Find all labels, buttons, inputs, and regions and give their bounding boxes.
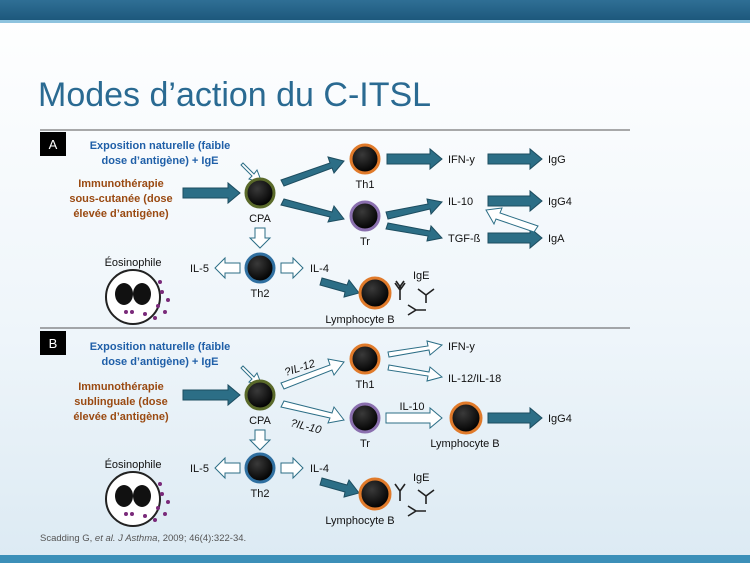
panel-a-letter: A	[49, 137, 58, 152]
panel-b-antibody-icons	[394, 483, 435, 517]
panel-b-th2-il5-arrow	[214, 456, 241, 480]
panel-a-therapy-line3: élevée d’antigène)	[73, 208, 169, 220]
panel-b-th1-label: Th1	[356, 379, 375, 391]
bottom-banner	[0, 555, 750, 563]
citation-authors: Scadding G,	[40, 533, 95, 544]
panel-b-cpa-cell	[244, 379, 276, 411]
panel-a-th2-label: Th2	[251, 288, 270, 300]
panel-b-th2-cell	[244, 452, 276, 484]
panel-a-cpa-th1-arrow	[280, 156, 345, 187]
panel-a-exposure-line2: dose d’antigène) + IgE	[101, 155, 218, 167]
panel-a-exposure-line1: Exposition naturelle (faible	[90, 140, 231, 152]
panel-a-ifn-label: IFN-y	[448, 154, 475, 166]
panel-b-badge	[40, 331, 66, 355]
panel-b-eosinophile-label: Éosinophile	[105, 458, 162, 471]
panel-a-tr-label: Tr	[360, 236, 370, 248]
panel-b-tr-bcell-arrow	[385, 406, 443, 430]
panel-a-igg4-label: IgG4	[548, 196, 572, 208]
panel-b-th2-label: Th2	[251, 488, 270, 500]
panel-b-eosinophile-granules	[124, 482, 170, 522]
panel-a-cpa-cell	[244, 177, 276, 209]
panel-b-il10-label: IL-10	[399, 401, 424, 413]
panel-b-bcell-label: Lymphocyte B	[325, 515, 394, 527]
citation: Scadding G, et al. J Asthma, 2009; 46(4)…	[40, 533, 246, 544]
citation-journal: J Asthma	[115, 533, 158, 544]
panel-b-eosinophile-nucleus	[115, 485, 151, 507]
panel-b-ifn-label: IFN-y	[448, 341, 475, 353]
panel-a-eosinophile-label: Éosinophile	[105, 256, 162, 269]
panel-a-th1-cell	[349, 143, 381, 175]
panel-a-eosinophile-nucleus	[115, 283, 151, 305]
panel-a-cpa-label: CPA	[249, 213, 271, 225]
panel-a-th2-cell	[244, 252, 276, 284]
panel-b-cpa-label: CPA	[249, 415, 271, 427]
panel-b-eosinophile-cell	[105, 471, 161, 527]
panel-a-th1-ifn-arrow	[386, 147, 443, 171]
panel-b-igg4-label: IgG4	[548, 413, 572, 425]
panel-a-antibody-icons	[394, 280, 435, 316]
panel-a-cpa-th2-arrow	[248, 227, 272, 249]
panel-b-th1-il12-arrow	[387, 364, 444, 382]
panel-a-tr-tgf-arrow	[385, 222, 443, 242]
panel-a-cpa-tr-arrow	[280, 198, 345, 223]
top-banner	[0, 0, 750, 20]
panel-b-bcell	[358, 477, 392, 511]
citation-etal: et al.	[94, 533, 116, 544]
panel-b-il4-label: IL-4	[310, 463, 329, 475]
top-banner-stripe	[0, 20, 750, 23]
panel-b-th2-il4-arrow	[280, 456, 304, 480]
panel-a-eosinophile-cell	[105, 269, 161, 325]
panel-b-th1-cell	[349, 343, 381, 375]
panel-a-ifn-igg-arrow	[487, 147, 543, 171]
citation-rest: , 2009; 46(4):322-34.	[157, 533, 247, 544]
panel-b-il10q-label: ?IL-10	[289, 417, 323, 436]
panel-a-iga-label: IgA	[548, 233, 565, 245]
panel-b-tr-cell	[349, 402, 381, 434]
panel-a-th2-il4-arrow	[280, 256, 304, 280]
panel-b-tr-bcell	[449, 401, 483, 435]
panel-a-il5-label: IL-5	[190, 263, 209, 275]
panel-a-il4-bcell-arrow	[319, 277, 360, 298]
panel-b-letter: B	[49, 336, 58, 351]
panel-a-il10-label: IL-10	[448, 196, 473, 208]
panel-b-therapy-line1: Immunothérapie	[78, 381, 164, 393]
panel-b-tr-label: Tr	[360, 438, 370, 450]
panel-b-bcell-igg4-arrow	[487, 406, 543, 430]
panel-b-cpa-th2-arrow	[248, 429, 272, 451]
panel-b-il4-bcell-arrow	[319, 477, 360, 498]
panel-a-th2-il5-arrow	[214, 256, 241, 280]
panel-a-tgf-iga-arrow	[487, 226, 543, 250]
panel-a-therapy-arrow	[182, 181, 241, 205]
panel-a-bcell-label: Lymphocyte B	[325, 314, 394, 326]
panel-b-therapy-line2: sublinguale (dose	[74, 396, 168, 408]
panel-b-cpa-tr-arrow	[280, 400, 345, 424]
panel-a-tr-cell	[349, 200, 381, 232]
panel-b-therapy-line3: élevée d’antigène)	[73, 411, 169, 423]
panel-b-exposure-line2: dose d’antigène) + IgE	[101, 356, 218, 368]
panel-b-ige-label: IgE	[413, 472, 430, 484]
panel-a-ige-label: IgE	[413, 270, 430, 282]
panel-a-therapy-line2: sous-cutanée (dose	[69, 193, 172, 205]
panel-b-il5-label: IL-5	[190, 463, 209, 475]
panel-a-th1-label: Th1	[356, 179, 375, 191]
panel-a-il4-label: IL-4	[310, 263, 329, 275]
panel-b-il12-il18-label: IL-12/IL-18	[448, 373, 501, 385]
panel-b-tr-bcell-label: Lymphocyte B	[430, 438, 499, 450]
panel-b-therapy-arrow	[182, 383, 241, 407]
panel-a-tgf-label: TGF-ß	[448, 233, 481, 245]
panel-a-il10-igg4-arrow	[487, 189, 543, 213]
panel-b-exposure-line1: Exposition naturelle (faible	[90, 341, 231, 353]
panel-a-iga-igg4-switch-arrow	[485, 207, 539, 233]
panel-a-tr-il10-arrow	[385, 198, 443, 220]
panel-a-eosinophile-granules	[124, 280, 170, 320]
panel-a-bcell	[358, 276, 392, 310]
slide-title: Modes d’action du C-ITSL	[38, 76, 432, 114]
panel-b-th1-ifn-arrow	[387, 340, 444, 358]
panel-a-badge	[40, 132, 66, 156]
panel-a-igg-label: IgG	[548, 154, 566, 166]
panel-a-therapy-line1: Immunothérapie	[78, 178, 164, 190]
panel-b-cpa-th1-arrow	[280, 358, 345, 390]
